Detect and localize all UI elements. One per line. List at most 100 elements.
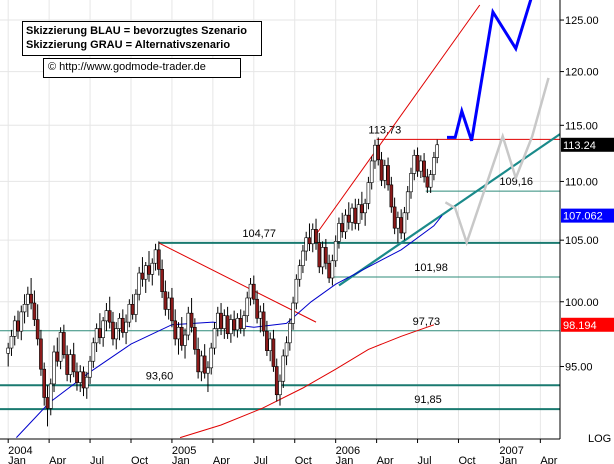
- x-month-label: Apr: [49, 455, 66, 464]
- source-credit-text: © http://www.godmode-trader.de: [48, 61, 206, 73]
- candle-body: [353, 207, 358, 224]
- price-badge: [561, 208, 614, 223]
- candle-body: [52, 351, 56, 385]
- candle-body: [183, 334, 187, 346]
- level-label: 109,16: [499, 176, 533, 188]
- candle-body: [281, 355, 286, 382]
- y-tick-label: 105.00: [565, 235, 599, 247]
- candle-body: [147, 265, 151, 275]
- x-year-label: 2007: [499, 445, 523, 457]
- level-label: 91,85: [414, 394, 442, 406]
- candle-body: [248, 283, 253, 299]
- moving-average-line: [16, 215, 443, 438]
- candle-body: [297, 265, 302, 280]
- candle-body: [91, 342, 96, 362]
- candle-body: [386, 165, 390, 186]
- candle-body: [62, 332, 66, 355]
- candle-body: [291, 302, 295, 324]
- candle-body: [402, 212, 407, 234]
- candle-body: [366, 182, 371, 204]
- candle-body: [435, 144, 439, 158]
- candle-body: [242, 315, 246, 329]
- candle-body: [163, 291, 168, 310]
- candle-body: [255, 298, 259, 319]
- x-month-label: Jan: [8, 455, 26, 464]
- price-badge: [561, 317, 614, 332]
- candle-body: [363, 203, 367, 214]
- candle-body: [114, 328, 119, 340]
- trend-line: [158, 242, 317, 323]
- candle-body: [189, 312, 194, 328]
- candle-body: [337, 223, 341, 242]
- candle-body: [373, 144, 377, 162]
- candle-body: [222, 315, 227, 329]
- price-badge: [561, 137, 614, 152]
- candle-body: [16, 320, 20, 332]
- scenario-layer: [444, 0, 550, 247]
- candle-body: [58, 332, 63, 362]
- candle-body: [288, 323, 292, 344]
- scenario-blue-line: [447, 0, 533, 142]
- candle-body: [134, 293, 138, 315]
- candle-body: [271, 338, 276, 367]
- level-label: 101,98: [414, 262, 448, 274]
- candle-body: [405, 191, 410, 214]
- candle-body: [294, 278, 299, 304]
- y-tick-label: 95.00: [565, 362, 593, 374]
- level-label: 104,77: [242, 228, 276, 240]
- candle-body: [55, 351, 60, 362]
- candle-body: [419, 160, 423, 172]
- trend-line: [310, 4, 481, 242]
- x-month-label: Oct: [131, 455, 148, 464]
- moving-averages-layer: [16, 215, 443, 439]
- candle-body: [160, 269, 164, 293]
- candle-body: [186, 312, 191, 336]
- x-month-label: Apr: [213, 455, 230, 464]
- candle-body: [111, 321, 115, 340]
- candle-body: [229, 319, 233, 335]
- candle-body: [310, 229, 315, 245]
- x-month-label: Jul: [254, 455, 268, 464]
- x-month-label: Jul: [90, 455, 104, 464]
- candle-body: [278, 380, 282, 396]
- candle-body: [284, 342, 289, 357]
- candle-body: [304, 237, 308, 252]
- candle-body: [379, 159, 384, 181]
- candle-body: [39, 338, 43, 370]
- x-month-label: Apr: [540, 455, 557, 464]
- candle-body: [35, 319, 40, 340]
- price-badge-label: 98.194: [563, 320, 597, 332]
- candle-body: [330, 260, 335, 279]
- candle-body: [143, 265, 148, 280]
- candle-body: [356, 204, 361, 224]
- candle-body: [121, 317, 125, 333]
- candle-body: [199, 355, 204, 373]
- y-tick-label: 120.00: [565, 67, 599, 79]
- candle-body: [432, 157, 436, 175]
- candle-body: [428, 174, 433, 188]
- candle-body: [415, 155, 420, 172]
- candle-body: [42, 368, 47, 398]
- candle-body: [166, 297, 171, 310]
- candle-body: [333, 241, 338, 262]
- moving-average-line: [179, 324, 435, 439]
- candle-body: [196, 349, 200, 373]
- candle-body: [376, 144, 381, 161]
- candle-body: [65, 354, 69, 375]
- scenario-legend: Skizzierung BLAU = bevorzugtes Szenario …: [22, 21, 262, 56]
- candle-body: [235, 317, 240, 331]
- candle-body: [399, 217, 403, 234]
- candle-body: [307, 237, 312, 245]
- candle-body: [346, 214, 351, 223]
- price-badge-label: 113.24: [563, 140, 596, 152]
- candle-body: [268, 338, 272, 351]
- candle-body: [48, 383, 53, 409]
- candle-body: [29, 293, 33, 304]
- candle-body: [176, 326, 181, 340]
- candle-body: [382, 165, 387, 181]
- candle-body: [360, 204, 364, 214]
- y-tick-label: 115.00: [565, 120, 598, 132]
- candle-body: [389, 184, 394, 208]
- candle-body: [173, 320, 178, 340]
